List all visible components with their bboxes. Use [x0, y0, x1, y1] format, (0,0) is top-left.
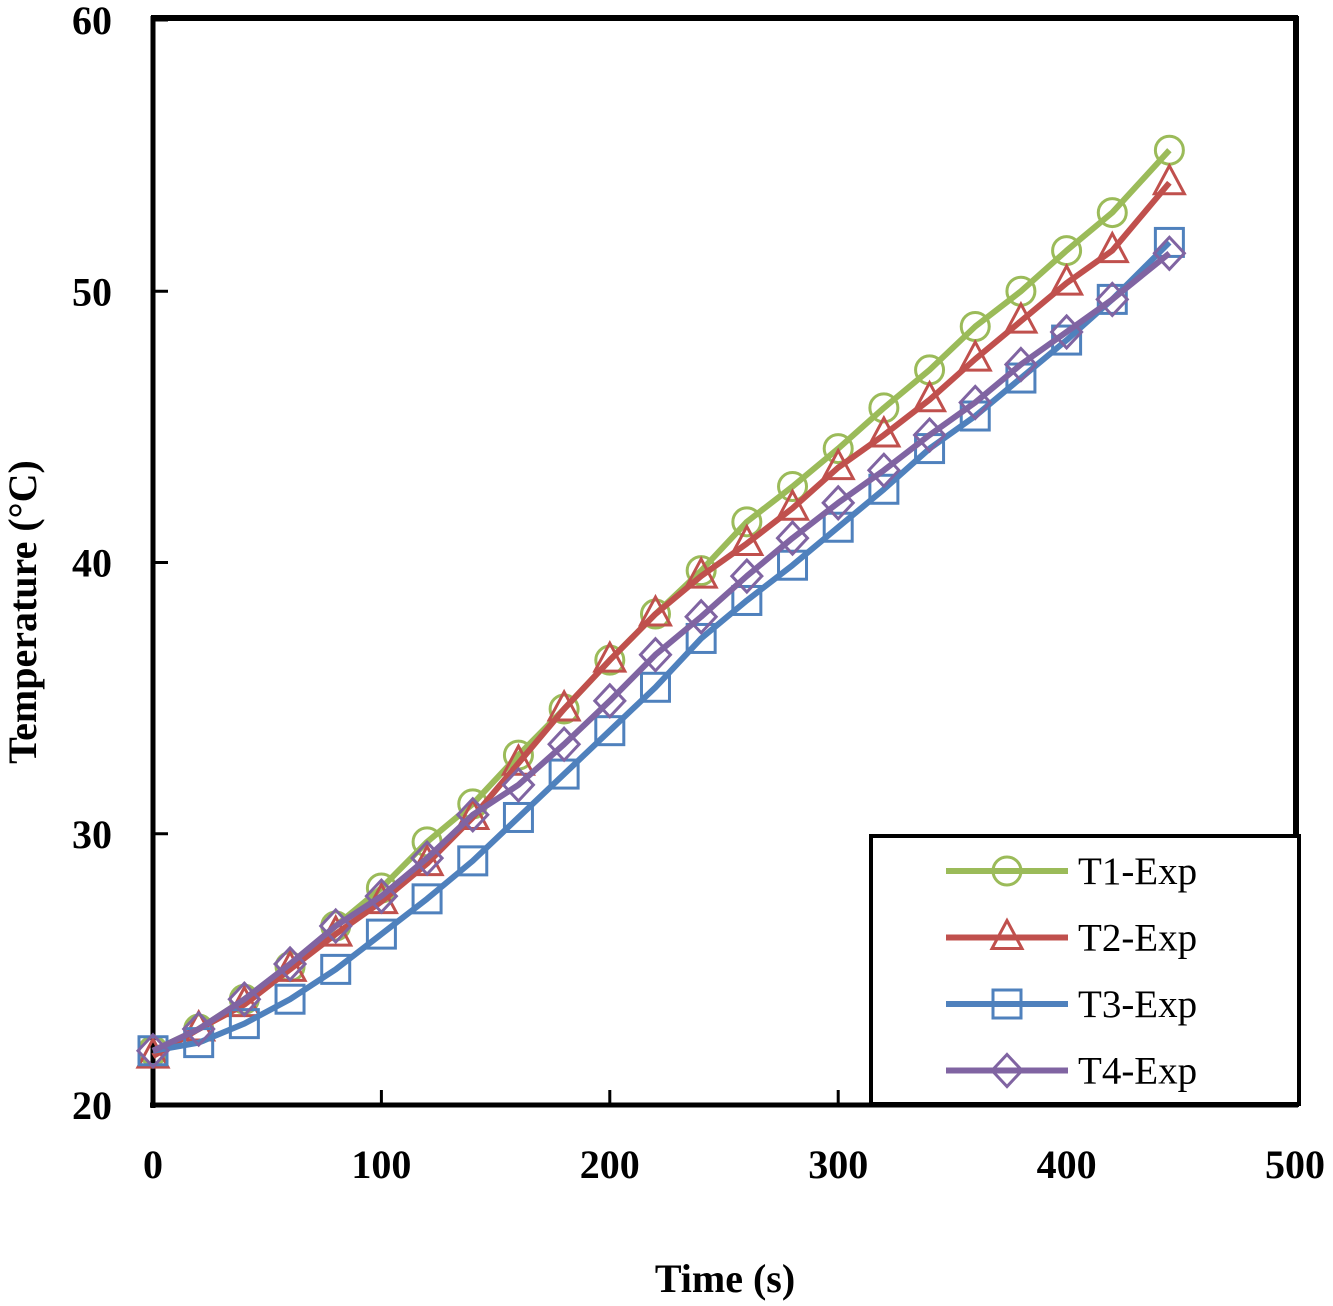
data-point-diamond	[318, 907, 353, 945]
data-point-triangle	[1049, 262, 1085, 296]
data-point-diamond	[912, 416, 947, 454]
x-tick-label: 0	[143, 1142, 163, 1187]
x-tick-label: 300	[808, 1142, 868, 1187]
data-point-square	[502, 801, 534, 833]
data-point-triangle	[866, 414, 902, 448]
y-tick-label: 60	[72, 0, 112, 43]
legend-marker-triangle	[989, 917, 1025, 950]
data-point-diamond	[272, 945, 308, 983]
data-point-circle	[777, 471, 809, 503]
data-point-square	[365, 918, 397, 950]
data-point-square	[822, 511, 854, 543]
data-point-circle	[959, 311, 991, 343]
data-point-diamond	[227, 981, 262, 1018]
legend-item: T3-Exp	[946, 983, 1197, 1026]
data-point-triangle	[775, 488, 811, 521]
data-point-triangle	[546, 688, 582, 722]
data-point-triangle	[1094, 230, 1130, 264]
data-point-triangle	[683, 555, 719, 589]
data-point-square	[594, 715, 626, 747]
x-tick-label: 400	[1037, 1142, 1097, 1187]
data-point-triangle	[957, 338, 993, 372]
data-point-circle	[1051, 235, 1083, 267]
legend-box	[869, 834, 1301, 1106]
data-point-circle	[822, 433, 854, 465]
legend-label: T4-Exp	[1078, 1050, 1197, 1093]
data-point-square	[274, 983, 306, 1015]
y-tick-label: 30	[72, 812, 112, 857]
data-point-circle	[731, 506, 763, 538]
y-tick-label: 50	[72, 269, 112, 314]
data-point-diamond	[181, 1010, 216, 1048]
y-axis-title: Temperature (°C)	[0, 460, 45, 764]
data-point-diamond	[821, 484, 856, 522]
data-point-square	[639, 671, 671, 703]
data-point-diamond	[729, 557, 764, 595]
data-point-diamond	[410, 839, 445, 877]
data-point-square	[548, 758, 580, 790]
series-t4-exp	[135, 235, 1187, 1069]
data-point-circle	[1153, 134, 1185, 166]
legend-item: T1-Exp	[946, 850, 1197, 893]
data-point-diamond	[1152, 235, 1187, 272]
data-point-diamond	[1003, 346, 1038, 383]
data-point-square	[868, 473, 900, 505]
data-point-triangle	[729, 523, 765, 557]
data-point-diamond	[684, 598, 719, 635]
data-point-circle	[868, 392, 900, 424]
data-point-triangle	[592, 639, 628, 673]
data-point-diamond	[455, 796, 490, 833]
data-point-square	[411, 883, 443, 915]
legend-marker-circle	[991, 855, 1023, 887]
legend-label: T3-Exp	[1078, 983, 1197, 1026]
data-point-triangle	[455, 797, 491, 830]
legend-marker-diamond	[989, 1052, 1025, 1089]
data-point-diamond	[775, 519, 810, 557]
legend-label: T1-Exp	[1078, 850, 1197, 893]
data-point-diamond	[958, 384, 993, 421]
data-point-diamond	[1095, 281, 1130, 318]
x-tick-label: 100	[351, 1142, 411, 1187]
data-point-diamond	[135, 1032, 171, 1069]
legend-marker-square	[991, 988, 1023, 1020]
data-point-square	[731, 584, 763, 616]
legend-label: T2-Exp	[1078, 917, 1197, 960]
data-point-square	[777, 549, 809, 581]
x-axis-title: Time (s)	[655, 1256, 795, 1301]
data-point-diamond	[866, 452, 901, 489]
data-point-circle	[1096, 197, 1128, 229]
data-point-triangle	[912, 379, 948, 413]
data-point-triangle	[1151, 162, 1187, 196]
data-point-triangle	[1003, 300, 1039, 334]
data-point-diamond	[638, 636, 673, 673]
legend: T1-Exp T2-Exp T3-Exp T4-Exp	[869, 834, 1301, 1106]
data-point-square	[320, 953, 352, 985]
series-line	[151, 250, 1172, 1054]
data-point-diamond	[364, 877, 399, 915]
data-point-diamond	[547, 726, 582, 763]
x-tick-label: 500	[1265, 1142, 1325, 1187]
legend-item: T4-Exp	[946, 1050, 1197, 1093]
data-point-triangle	[637, 593, 673, 627]
legend-item: T2-Exp	[946, 917, 1197, 960]
data-point-diamond	[1049, 313, 1084, 351]
data-point-square	[457, 845, 489, 877]
data-point-square	[685, 622, 717, 654]
y-tick-label: 20	[72, 1083, 112, 1128]
data-point-square	[228, 1008, 260, 1040]
x-tick-label: 200	[580, 1142, 640, 1187]
data-point-diamond	[592, 682, 627, 720]
data-point-triangle	[500, 743, 536, 776]
data-point-triangle	[820, 447, 856, 481]
data-point-diamond	[501, 766, 536, 804]
y-tick-label: 40	[72, 541, 112, 586]
